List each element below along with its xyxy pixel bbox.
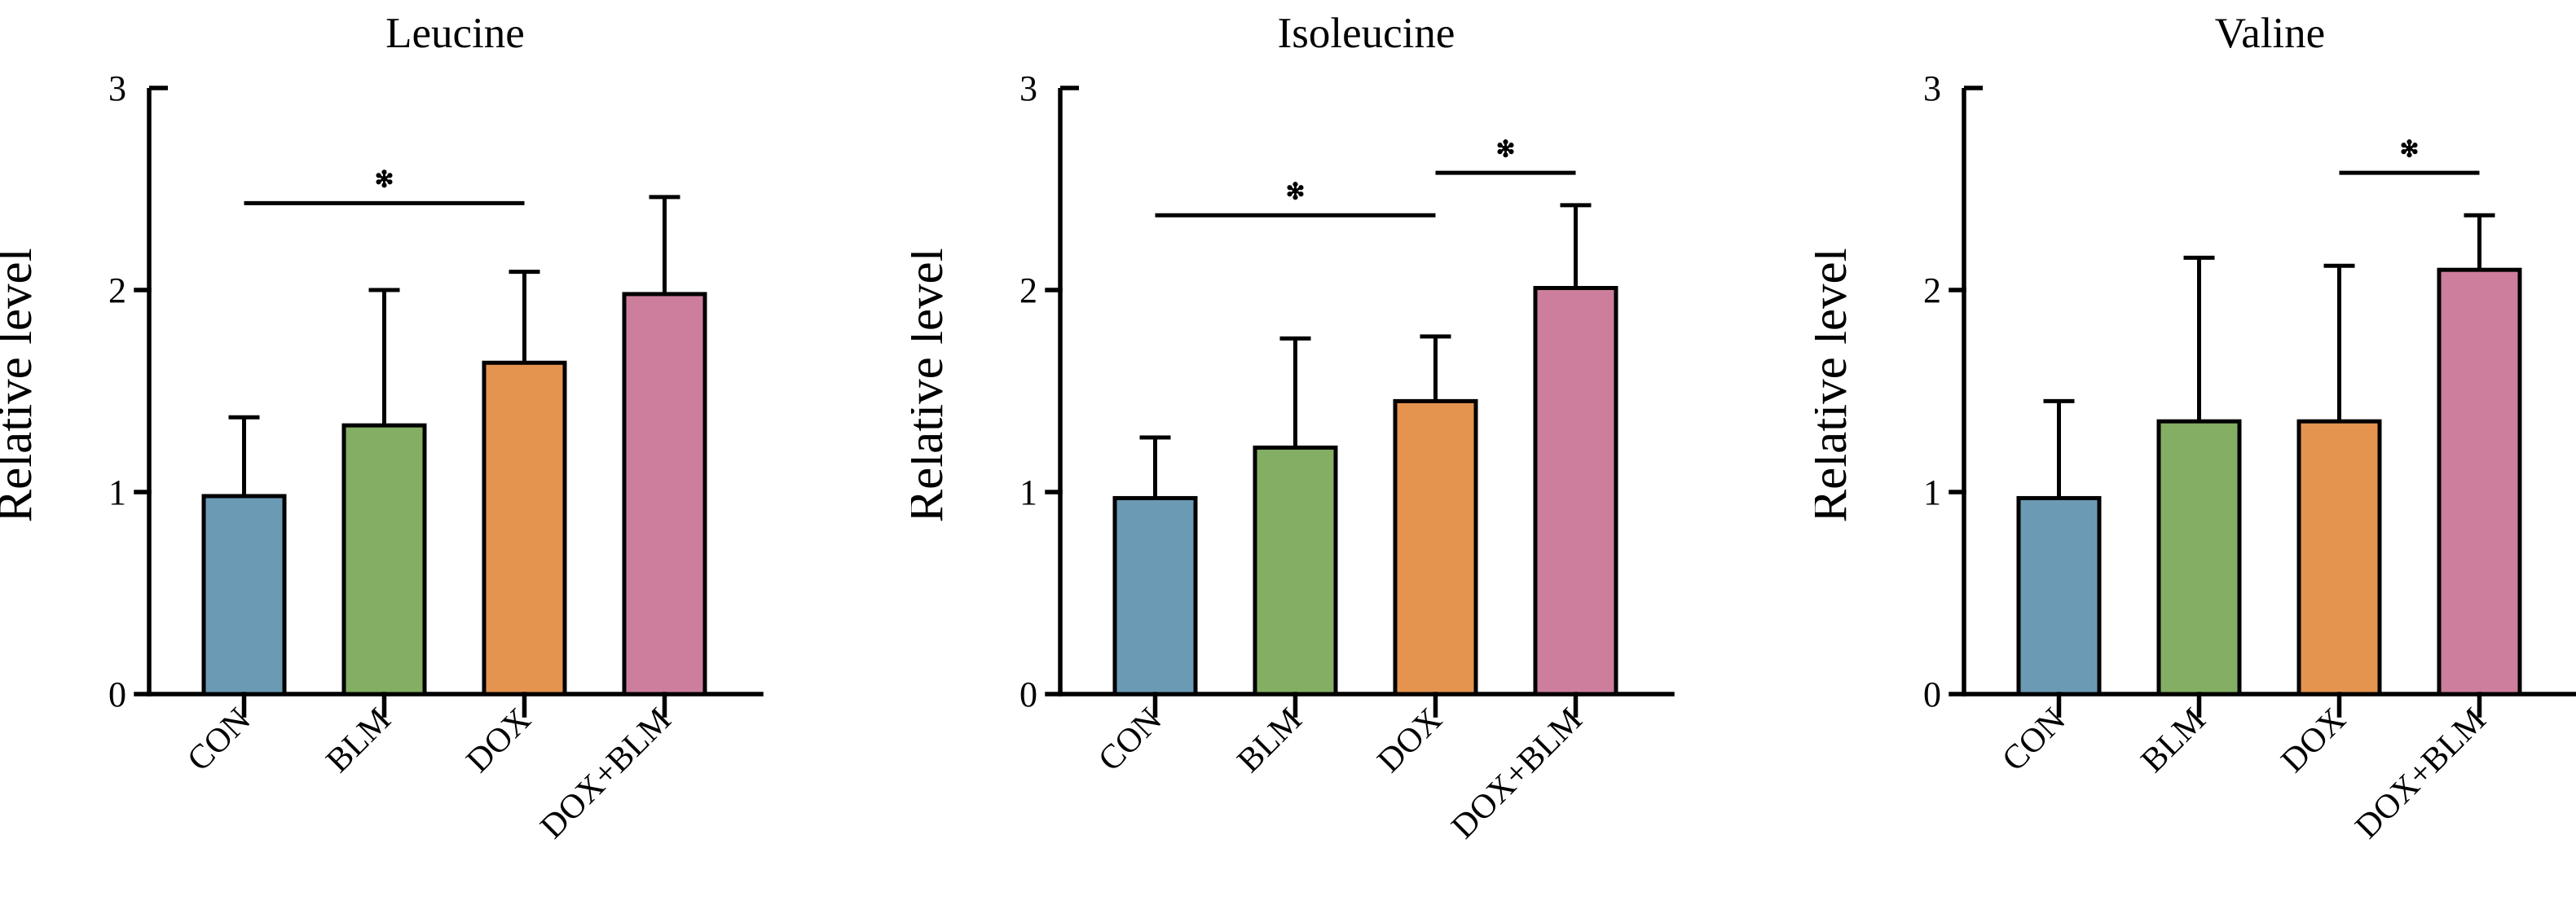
svg-text:0: 0	[1019, 675, 1037, 714]
svg-text:Isoleucine: Isoleucine	[1278, 10, 1455, 57]
svg-text:1: 1	[1923, 472, 1941, 512]
svg-text:CON: CON	[1995, 701, 2072, 779]
svg-text:1: 1	[108, 472, 126, 512]
svg-text:0: 0	[108, 675, 126, 714]
svg-text:1: 1	[1019, 472, 1037, 512]
svg-text:3: 3	[108, 68, 126, 108]
svg-text:Valine: Valine	[2214, 10, 2324, 57]
svg-text:DOX+BLM: DOX+BLM	[534, 701, 679, 846]
svg-text:CON: CON	[180, 701, 258, 779]
svg-text:DOX+BLM: DOX+BLM	[2348, 701, 2493, 846]
svg-text:Leucine: Leucine	[385, 10, 525, 57]
svg-text:2: 2	[1923, 270, 1941, 310]
svg-text:Relative level: Relative level	[911, 248, 953, 522]
svg-text:2: 2	[108, 270, 126, 310]
svg-text:3: 3	[1923, 68, 1941, 108]
svg-text:CON: CON	[1092, 701, 1169, 779]
svg-text:0: 0	[1923, 675, 1941, 714]
svg-text:3: 3	[1019, 68, 1037, 108]
svg-text:2: 2	[1019, 270, 1037, 310]
svg-text:Relative level: Relative level	[1815, 248, 1857, 522]
svg-text:Relative level: Relative level	[0, 248, 42, 522]
svg-text:DOX+BLM: DOX+BLM	[1445, 701, 1590, 846]
